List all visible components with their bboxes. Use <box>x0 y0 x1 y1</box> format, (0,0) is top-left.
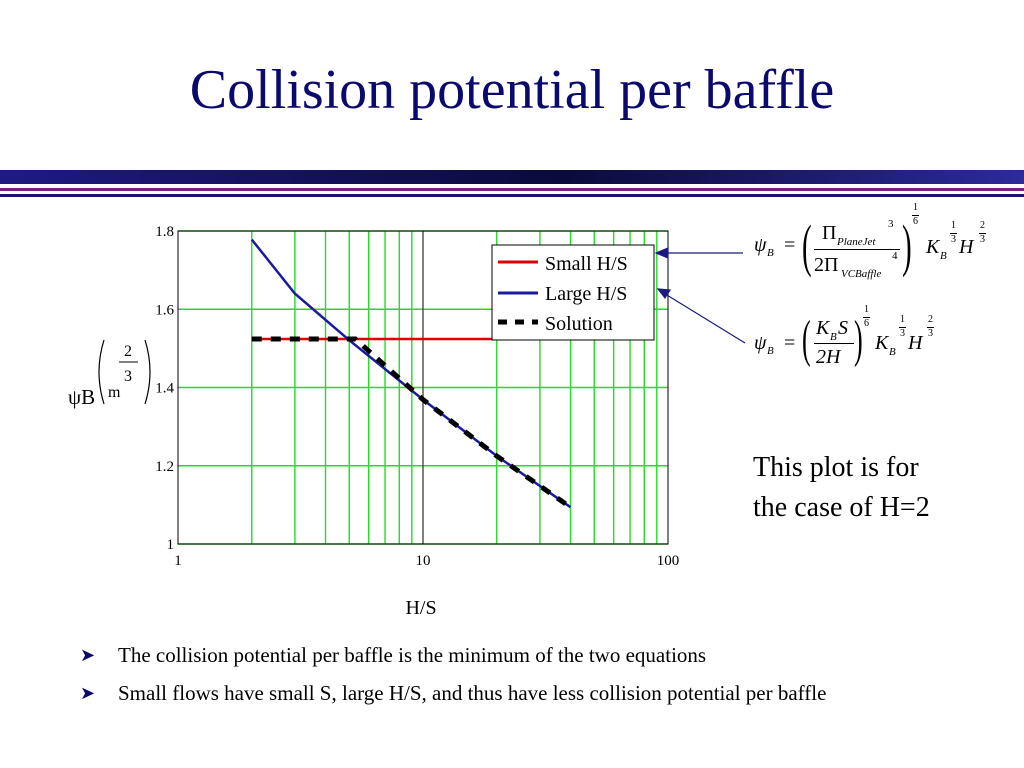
bullet-arrow-icon: ➤ <box>80 645 96 665</box>
plot-note: This plot is for the case of H=2 <box>753 448 930 528</box>
eq1-h-exp-den: 3 <box>980 234 985 245</box>
bullet-item: ➤ The collision potential per baffle is … <box>80 640 980 670</box>
eq1-psi: ψ <box>754 234 767 256</box>
title-rule-purple <box>0 188 1024 191</box>
slide-title: Collision potential per baffle <box>189 59 835 121</box>
eq1-frac-bar <box>814 249 900 250</box>
eq2-k-sub: B <box>889 346 896 358</box>
eq1-k-exp-den: 3 <box>951 234 956 245</box>
eq1-k-sub: B <box>940 250 947 262</box>
title-rule-thin <box>0 194 1024 197</box>
eq2-k: K <box>875 332 889 354</box>
chart-grid <box>178 230 668 545</box>
chart-ticks: 1 10 100 1 1.2 1.4 1.6 1.8 <box>155 224 679 569</box>
eq1-den-sub: VCBaffle <box>841 268 882 280</box>
legend-label-solution: Solution <box>545 313 613 335</box>
arrow-eq1-head <box>654 247 669 259</box>
series-line-solution <box>251 336 572 510</box>
x-tick-label: 1 <box>174 553 182 569</box>
eq1-paren-left: ( <box>802 213 812 278</box>
plot-note-line-2: the case of H=2 <box>753 492 930 523</box>
eq1-h: H <box>959 236 974 258</box>
eq1-num-sub: PlaneJet <box>837 236 876 248</box>
y-unit-m: m <box>108 384 121 401</box>
y-tick-label: 1 <box>167 537 175 553</box>
eq2-k-exp-num: 1 <box>900 314 905 325</box>
bullet-text: Small flows have small S, large H/S, and… <box>118 681 827 705</box>
eq1-psi-sub: B <box>767 247 774 259</box>
eq2-paren-left: ( <box>802 311 811 368</box>
series-line-large-h-s <box>250 238 572 509</box>
equation-2: ψ B = ( K B S 2H ) 1 6 K B 1 3 H 2 3 <box>740 302 1020 382</box>
eq2-k-exp-bar <box>899 327 906 328</box>
eq2-psi: ψ <box>754 332 767 354</box>
y-unit-paren-right <box>144 339 151 405</box>
plot-note-line-1: This plot is for <box>753 452 919 483</box>
y-unit-paren-left <box>98 339 105 405</box>
eq1-num: Π <box>822 222 837 244</box>
eq2-h: H <box>908 332 923 354</box>
eq1-outer-exp-bar <box>912 215 919 216</box>
x-axis-label: H/S <box>405 597 436 619</box>
y-unit-num: 2 <box>124 343 132 360</box>
eq1-h-exp-bar <box>979 233 986 234</box>
eq2-psi-sub: B <box>767 345 774 357</box>
y-axis-label-text: ψB <box>68 385 95 409</box>
y-tick-label: 1.6 <box>155 302 174 318</box>
eq1-outer-exp-den: 6 <box>913 216 918 227</box>
legend-label-large: Large H/S <box>545 283 627 305</box>
eq2-h-exp-num: 2 <box>928 314 933 325</box>
arrow-eq2-line <box>661 291 746 344</box>
y-axis-label: ψB 2 m 3 <box>68 339 151 409</box>
eq2-frac-bar <box>814 343 854 344</box>
bullet-text: The collision potential per baffle is th… <box>118 643 707 667</box>
eq1-k-exp-num: 1 <box>951 220 956 231</box>
arrow-eq2-head <box>656 288 672 300</box>
eq2-num: K <box>816 317 830 339</box>
eq2-h-exp-bar <box>927 327 934 328</box>
eq2-outer-exp-den: 6 <box>864 318 869 329</box>
legend: Small H/S Large H/S Solution <box>491 244 655 341</box>
eq1-equals: = <box>784 234 796 256</box>
x-tick-label: 10 <box>416 553 431 569</box>
bullet-arrow-icon: ➤ <box>80 683 96 703</box>
eq1-num-exp: 3 <box>888 218 894 230</box>
eq1-k: K <box>926 236 940 258</box>
eq2-h-exp-den: 3 <box>928 328 933 339</box>
eq1-k-exp-bar <box>950 233 957 234</box>
eq1-outer-exp-num: 1 <box>913 202 918 213</box>
y-unit-den: 3 <box>124 368 132 385</box>
plot-frame <box>177 230 669 545</box>
equation-arrows <box>654 247 746 344</box>
eq1-den: 2Π <box>814 254 839 276</box>
eq2-num-tail: S <box>838 317 848 339</box>
y-tick-label: 1.4 <box>155 381 174 397</box>
bullet-list: ➤ The collision potential per baffle is … <box>80 640 980 716</box>
title-rule-thick <box>0 170 1024 184</box>
eq2-den: 2H <box>816 346 841 368</box>
eq2-outer-exp-num: 1 <box>864 304 869 315</box>
y-tick-label: 1.2 <box>155 459 174 475</box>
equation-1: ψ B = ( Π PlaneJet 3 2Π VCBaffle 4 ) 1 6… <box>740 200 1020 290</box>
eq2-paren-right: ) <box>854 311 863 368</box>
y-tick-label: 1.8 <box>155 224 174 240</box>
eq2-outer-exp-bar <box>863 317 870 318</box>
eq1-den-exp: 4 <box>892 250 898 262</box>
eq2-num-sub: B <box>830 331 837 343</box>
eq2-k-exp-den: 3 <box>900 328 905 339</box>
eq1-h-exp-num: 2 <box>980 220 985 231</box>
legend-label-small: Small H/S <box>545 253 628 275</box>
eq1-paren-right: ) <box>902 213 912 278</box>
bullet-item: ➤ Small flows have small S, large H/S, a… <box>80 678 980 708</box>
x-tick-label: 100 <box>657 553 680 569</box>
eq2-equals: = <box>784 332 796 354</box>
